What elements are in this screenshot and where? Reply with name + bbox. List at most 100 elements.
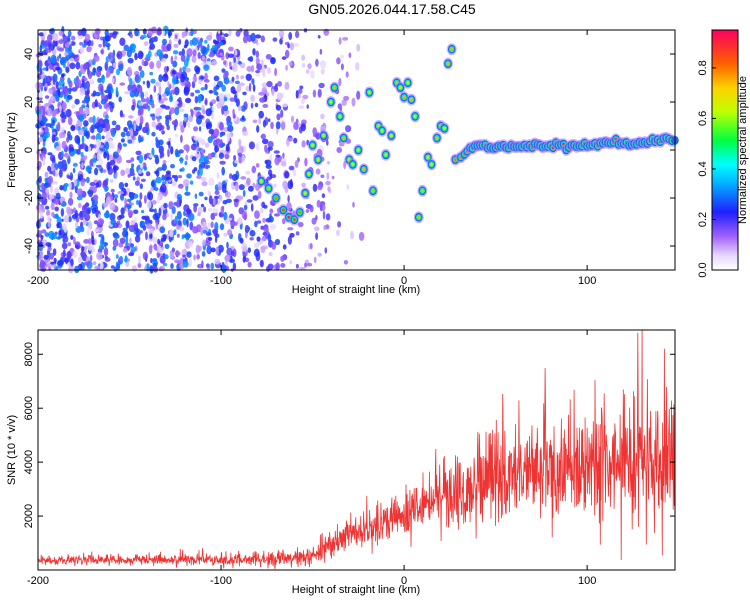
spectrogram-trace-core	[430, 162, 433, 166]
spectrogram-noise-blob	[275, 83, 278, 88]
spectrogram-noise-blob	[51, 110, 57, 118]
spectrogram-noise-blob	[93, 220, 99, 225]
spectrogram-noise-blob	[174, 251, 181, 256]
spectrogram-noise-blob	[149, 43, 155, 50]
spectrogram-noise-blob	[248, 141, 255, 150]
spectrogram-noise-blob	[61, 242, 68, 250]
spectrogram-noise-blob	[146, 263, 150, 272]
spectrogram-noise-blob	[120, 138, 125, 143]
spectrogram-noise-blob	[204, 83, 208, 91]
spectrogram-noise-blob	[268, 251, 273, 257]
spectrogram-noise-blob	[108, 55, 112, 59]
snr-y-tick-label: 8000	[23, 342, 35, 366]
spectrogram-noise-blob	[81, 162, 84, 169]
spectrogram-noise-blob	[208, 89, 214, 94]
spectrogram-noise-blob	[140, 91, 145, 100]
spectrogram-noise-blob	[143, 166, 148, 171]
spectrogram-trace-core	[435, 136, 439, 140]
spectrogram-noise-blob	[301, 119, 307, 125]
spectrogram-noise-blob	[82, 43, 87, 48]
snr-series-line	[38, 330, 675, 569]
spectrogram-noise-blob	[242, 131, 249, 137]
spectrogram-noise-blob	[112, 151, 119, 159]
spectrogram-noise-blob	[204, 155, 209, 165]
spectrogram-noise-blob	[79, 41, 84, 46]
spectrogram-noise-blob	[325, 224, 330, 230]
spectrogram-noise-blob	[149, 61, 155, 70]
spectrogram-noise-blob	[113, 266, 118, 272]
spectrogram-noise-blob	[160, 151, 165, 158]
spectrogram-noise-blob	[213, 86, 217, 96]
spectrogram-noise-blob	[190, 92, 195, 97]
snr-frame	[37, 329, 676, 571]
spectrogram-noise-blob	[252, 119, 258, 124]
spectrogram-noise-blob	[39, 45, 43, 52]
spectrogram-noise-blob	[248, 82, 252, 92]
spectrogram-noise-blob	[158, 86, 162, 96]
spectrogram-noise-blob	[269, 208, 274, 214]
spectrogram-noise-blob	[118, 256, 123, 262]
spectrogram-noise-blob	[136, 199, 139, 205]
spectrogram-noise-blob	[47, 246, 52, 252]
spectrogram-noise-blob	[73, 179, 77, 187]
spectrogram-noise-blob	[358, 231, 365, 241]
spectrogram-noise-blob	[38, 32, 45, 37]
spectrogram-noise-blob	[51, 134, 56, 143]
spectrogram-noise-blob	[119, 82, 126, 86]
spectrogram-noise-blob	[86, 176, 90, 184]
spectrogram-noise-blob	[87, 243, 93, 251]
spectrogram-noise-blob	[185, 154, 189, 161]
spectrogram-noise-blob	[140, 34, 147, 39]
spectrogram-noise-blob	[257, 190, 262, 199]
spectrogram-noise-blob	[229, 97, 235, 102]
spectrogram-noise-blob	[233, 198, 239, 203]
spectrogram-noise-blob	[267, 118, 271, 122]
spectrogram-noise-blob	[166, 65, 169, 72]
spectrogram-noise-blob	[91, 144, 95, 149]
spectrogram-noise-blob	[219, 41, 224, 46]
spectrogram-noise-blob	[157, 238, 161, 245]
spectrogram-noise-blob	[91, 235, 95, 245]
spectrogram-noise-blob	[197, 52, 201, 59]
spectrogram-noise-blob	[182, 66, 187, 72]
spectrogram-noise-blob	[112, 238, 119, 247]
spectrogram-noise-blob	[72, 162, 78, 167]
spectrogram-noise-blob	[261, 82, 268, 88]
spectrogram-noise-blob	[69, 191, 73, 198]
spectrogram-noise-blob	[61, 111, 65, 119]
spectrogram-noise-blob	[212, 197, 216, 206]
spectrogram-noise-blob	[49, 170, 54, 175]
spectrogram-noise-blob	[262, 217, 266, 223]
spectrogram-noise-blob	[83, 261, 90, 266]
spectrogram-noise-blob	[214, 190, 220, 196]
spectrogram-noise-blob	[214, 258, 221, 265]
spectrogram-noise-blob	[38, 246, 43, 252]
spectrogram-noise-blob	[145, 122, 149, 130]
spectrogram-noise-blob	[144, 57, 151, 61]
spectrogram-noise-blob	[45, 189, 50, 194]
spectrogram-noise-blob	[288, 165, 295, 171]
spectrogram-trace-core	[413, 114, 417, 118]
spectrogram-noise-blob	[242, 189, 246, 197]
spectrogram-noise-blob	[255, 73, 260, 77]
spectrogram-noise-blob	[170, 212, 173, 222]
spectrogram-trace-core	[362, 167, 366, 171]
spectrogram-noise-blob	[356, 90, 361, 100]
spectrogram-noise-blob	[321, 193, 326, 199]
spectrogram-noise-blob	[196, 107, 202, 111]
spectrogram-noise-blob	[151, 131, 156, 137]
spectrogram-noise-blob	[320, 68, 325, 75]
spectrogram-noise-blob	[295, 231, 300, 236]
spectrogram-noise-blob	[194, 89, 201, 94]
spectrogram-noise-blob	[122, 227, 128, 232]
spectrogram-noise-blob	[122, 248, 128, 253]
spectrogram-noise-blob	[276, 92, 283, 101]
spectrogram-noise-blob	[110, 188, 115, 193]
spectrogram-noise-blob	[243, 29, 249, 38]
spectrogram-noise-blob	[219, 52, 223, 56]
spectrogram-noise-blob	[78, 114, 85, 122]
spectrogram-noise-blob	[67, 61, 70, 68]
spectrogram-noise-blob	[211, 45, 218, 51]
spectrogram-noise-blob	[67, 49, 73, 57]
spectrogram-noise-blob	[90, 40, 94, 47]
